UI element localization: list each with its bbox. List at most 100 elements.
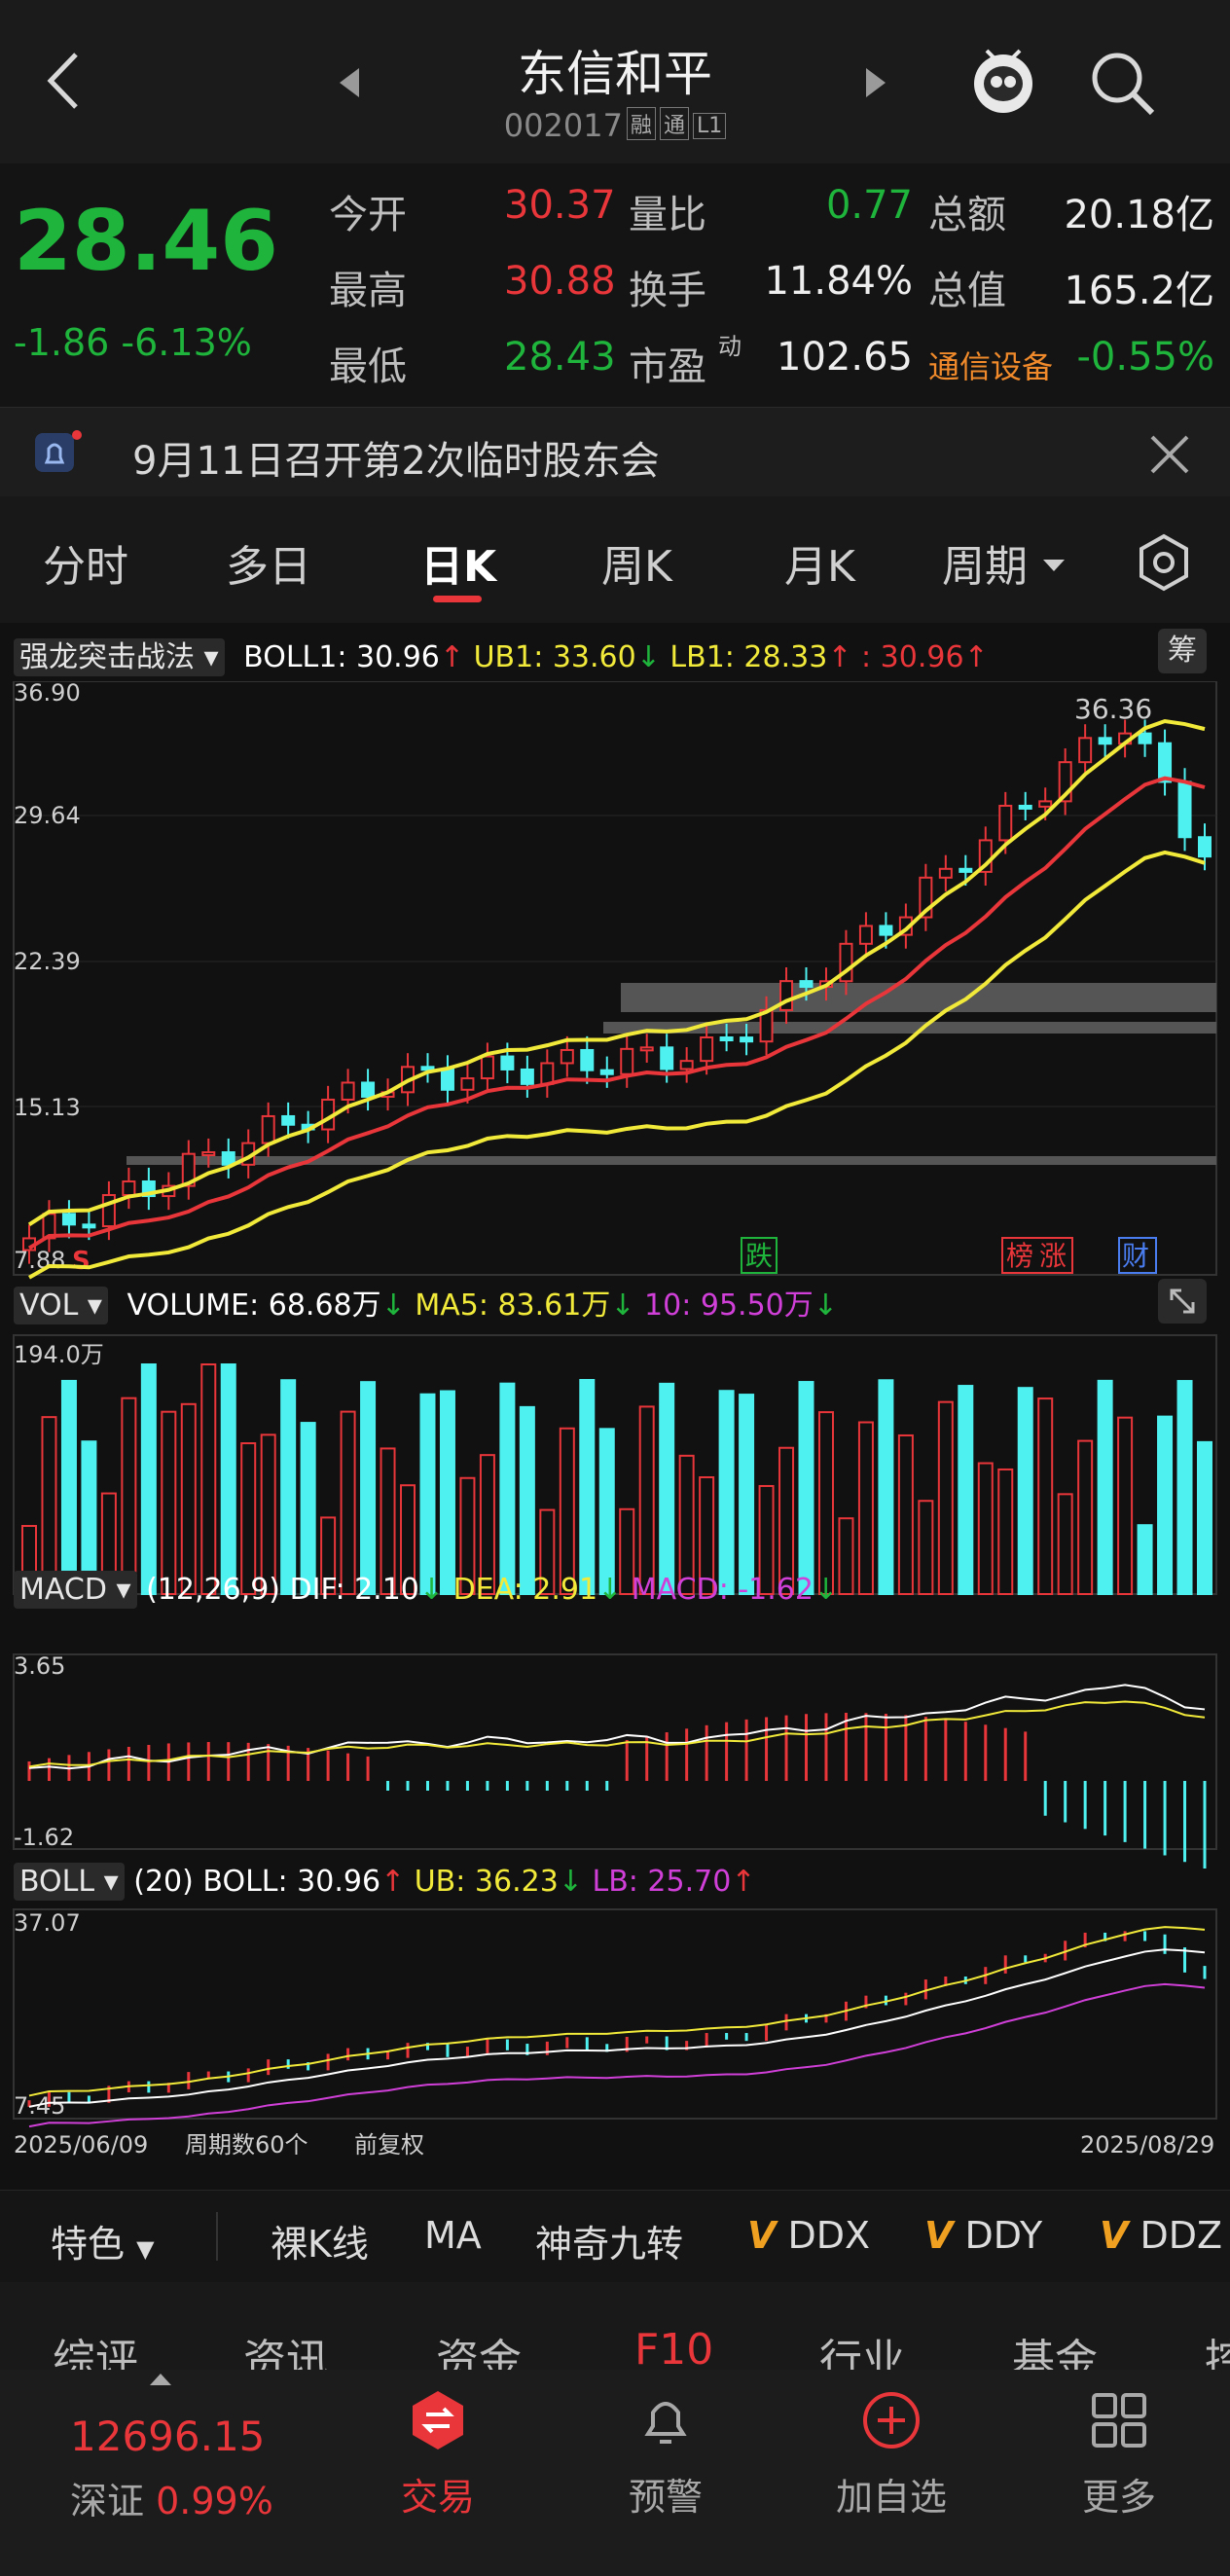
search-icon[interactable] bbox=[1088, 49, 1158, 123]
y-label-2: 29.64 bbox=[14, 802, 81, 829]
boll-indicator-header: BOLL ▾ (20) BOLL: 30.96↑ UB: 36.23↓ LB: … bbox=[14, 1863, 755, 1901]
strategy-selector[interactable]: 强龙突击战法 ▾ bbox=[14, 638, 225, 676]
volume-bar bbox=[380, 1447, 396, 1595]
candle bbox=[700, 1036, 714, 1063]
tab-f10[interactable]: F10 bbox=[634, 2325, 714, 2375]
candle bbox=[740, 1036, 754, 1043]
trade-icon[interactable] bbox=[407, 2389, 469, 2455]
feature-ddx[interactable]: V DDX bbox=[747, 2214, 871, 2257]
sector-name[interactable]: 通信设备 bbox=[928, 348, 1054, 385]
volume-bar bbox=[121, 1397, 137, 1596]
feature-ddz[interactable]: V DDZ bbox=[1100, 2214, 1223, 2257]
vol-y-top: 194.0万 bbox=[14, 1341, 104, 1368]
volume-bar bbox=[619, 1507, 635, 1596]
y-label-top: 36.90 bbox=[14, 681, 81, 707]
divider bbox=[216, 2212, 218, 2261]
feature-ddy[interactable]: V DDY bbox=[924, 2214, 1043, 2257]
candle bbox=[959, 867, 973, 873]
market-cap-label: 总值 bbox=[928, 269, 1006, 313]
die-marker: 跌 bbox=[745, 1240, 773, 1272]
tab-intraday[interactable]: 分时 bbox=[43, 542, 128, 592]
notice-text: 9月11日召开第2次临时股东会 bbox=[132, 439, 660, 484]
feature-magic-nine[interactable]: 神奇九转 bbox=[535, 2223, 684, 2266]
active-tab-indicator bbox=[433, 596, 482, 602]
amount-value: 20.18亿 bbox=[1064, 193, 1214, 237]
prev-stock-icon[interactable] bbox=[336, 66, 363, 103]
candle bbox=[480, 1055, 494, 1080]
candle bbox=[341, 1081, 355, 1101]
last-price: 28.46 bbox=[14, 193, 279, 290]
stock-name: 东信和平 bbox=[518, 46, 712, 102]
volume-bar bbox=[878, 1379, 894, 1595]
macd-selector[interactable]: MACD ▾ bbox=[14, 1571, 137, 1609]
volume-bar bbox=[598, 1428, 615, 1595]
volume-bar bbox=[1097, 1379, 1113, 1596]
kline-chart-area[interactable]: 强龙突击战法 ▾ BOLL1: 30.96↑ UB1: 33.60↓ LB1: … bbox=[0, 623, 1230, 2190]
tab-daily-k[interactable]: 日K bbox=[420, 542, 497, 592]
candle bbox=[500, 1055, 515, 1070]
index-value[interactable]: 12696.15 bbox=[70, 2413, 266, 2460]
candle bbox=[181, 1152, 196, 1187]
nav-more[interactable]: 更多 bbox=[1081, 2476, 1156, 2519]
close-icon[interactable] bbox=[1148, 433, 1191, 480]
volume-bar bbox=[1057, 1493, 1073, 1595]
tab-multi-day[interactable]: 多日 bbox=[226, 542, 311, 592]
nav-alert[interactable]: 预警 bbox=[628, 2476, 703, 2519]
volume-bar bbox=[300, 1422, 316, 1595]
candle bbox=[221, 1151, 235, 1166]
feature-naked-k[interactable]: 裸K线 bbox=[271, 2223, 369, 2266]
candle bbox=[101, 1194, 116, 1228]
volume-bar bbox=[539, 1508, 556, 1595]
nav-trade[interactable]: 交易 bbox=[400, 2476, 475, 2519]
candle bbox=[679, 1060, 694, 1070]
candle bbox=[281, 1114, 296, 1126]
add-watchlist-icon[interactable] bbox=[860, 2389, 922, 2455]
tab-weekly-k[interactable]: 周K bbox=[601, 542, 672, 592]
volume-bar bbox=[1137, 1524, 1153, 1596]
feature-bar: 特色 ▼ 裸K线 MA 神奇九转 V DDX V DDY V DDZ bbox=[0, 2190, 1230, 2283]
notice-bar[interactable]: 9月11日召开第2次临时股东会 bbox=[0, 407, 1230, 498]
candle bbox=[938, 867, 953, 879]
x-axis-end: 2025/08/29 bbox=[1080, 2131, 1214, 2159]
volume-bar bbox=[1077, 1439, 1094, 1596]
macd-dea-line bbox=[28, 1700, 1206, 1768]
open-label: 今开 bbox=[329, 193, 407, 237]
pe-value: 102.65 bbox=[777, 335, 913, 380]
macd-y-bottom: -1.62 bbox=[14, 1824, 74, 1851]
volume-bar bbox=[320, 1516, 337, 1596]
alert-bell-icon[interactable] bbox=[634, 2389, 697, 2455]
candle bbox=[540, 1062, 555, 1085]
volume-selector[interactable]: VOL ▾ bbox=[14, 1287, 108, 1324]
settings-icon[interactable] bbox=[1135, 533, 1193, 596]
quote-panel: 28.46 -1.86 -6.13% 今开 30.37 最高 30.88 最低 … bbox=[0, 163, 1230, 407]
high-value: 30.88 bbox=[504, 259, 616, 304]
volume-bar bbox=[280, 1379, 297, 1596]
nav-add-watchlist[interactable]: 加自选 bbox=[835, 2476, 947, 2519]
tab-period[interactable]: 周期 bbox=[942, 531, 1067, 594]
low-label: 最低 bbox=[329, 345, 407, 389]
v-icon: V bbox=[924, 2214, 954, 2257]
next-stock-icon[interactable] bbox=[862, 66, 889, 103]
back-icon[interactable] bbox=[39, 47, 88, 115]
boll-upper-line bbox=[27, 718, 1206, 1226]
more-grid-icon[interactable] bbox=[1088, 2389, 1150, 2455]
boll-selector[interactable]: BOLL ▾ bbox=[14, 1863, 125, 1901]
robot-assistant-icon[interactable] bbox=[967, 41, 1039, 123]
y-label-3: 22.39 bbox=[14, 948, 81, 975]
collapse-arrow-icon[interactable] bbox=[148, 2372, 173, 2391]
candle bbox=[1158, 742, 1173, 783]
volume-bar bbox=[798, 1381, 814, 1596]
candle bbox=[998, 804, 1013, 842]
chip-distribution-button[interactable]: 筹 bbox=[1158, 629, 1207, 673]
tab-monthly-k[interactable]: 月K bbox=[784, 542, 855, 592]
top-header: 东信和平 002017 融通 L1 bbox=[0, 0, 1230, 163]
volume-bar bbox=[958, 1385, 974, 1596]
expand-icon[interactable] bbox=[1158, 1279, 1207, 1324]
candle bbox=[261, 1114, 275, 1144]
index-line[interactable]: 深证 0.99% bbox=[70, 2480, 273, 2522]
volume-indicator-header: VOL ▾ VOLUME: 68.68万↓ MA5: 83.61万↓ 10: 9… bbox=[14, 1281, 838, 1324]
feature-ma[interactable]: MA bbox=[424, 2214, 482, 2257]
volume-bar bbox=[758, 1484, 775, 1595]
candle bbox=[1018, 804, 1032, 810]
feature-selector[interactable]: 特色 ▼ bbox=[51, 2223, 155, 2266]
